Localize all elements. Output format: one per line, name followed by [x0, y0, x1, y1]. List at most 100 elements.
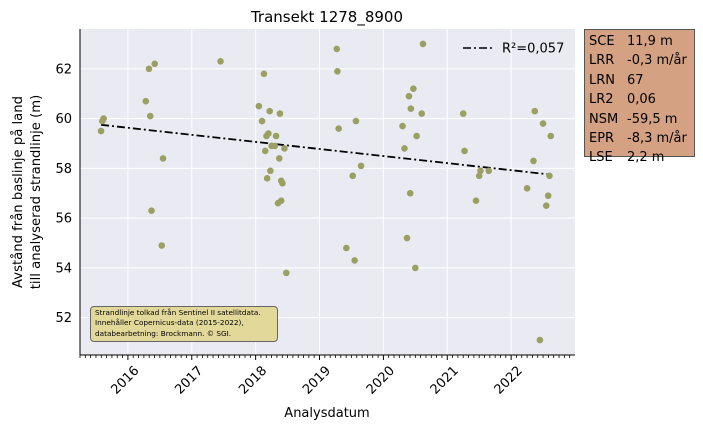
data-point [523, 184, 531, 192]
data-point [477, 167, 484, 175]
stat-row-lrr: LRR -0,3 m/år [589, 51, 690, 70]
data-point [265, 130, 272, 137]
data-point [542, 202, 550, 209]
stat-key: LRN [589, 72, 615, 88]
stat-row-lr2: LR2 0,06 [589, 90, 690, 109]
data-point [407, 105, 415, 112]
data-point [158, 242, 166, 249]
stat-value: -59,5 m [627, 111, 678, 127]
trend-line [100, 123, 551, 176]
x-tick-label: 2019 [300, 364, 334, 398]
y-tick-label: 54 [55, 261, 72, 276]
x-tick-label: 2017 [172, 364, 206, 398]
data-points [97, 40, 555, 344]
data-point [399, 122, 406, 130]
stat-value: 0,06 [627, 92, 656, 108]
y-axis-label-line2: till analyserad strandlinje (m) [29, 95, 44, 289]
stat-value: -0,3 m/år [627, 53, 687, 69]
stat-key: SCE [589, 34, 615, 49]
data-point [547, 132, 555, 140]
data-point [351, 257, 358, 264]
data-point [267, 167, 274, 175]
data-source-line: Innehåller Copernicus-data (2015-2022), [95, 318, 244, 328]
data-point [343, 244, 350, 252]
data-point [401, 145, 408, 152]
y-tick-label: 60 [55, 112, 72, 127]
data-point [159, 155, 167, 162]
data-point [405, 92, 413, 100]
statistics-box: SCE 11,9 m LRR -0,3 m/år LRN 67 LR2 0,06 NSM… [584, 29, 695, 165]
data-point [546, 172, 553, 180]
legend-label: R²=0,057 [502, 42, 564, 57]
y-tick-label: 62 [55, 62, 72, 77]
data-point [531, 107, 539, 115]
x-tick-label: 2021 [428, 364, 462, 398]
data-source-line: Strandlinje tolkad från Sentinel II sate… [95, 308, 261, 317]
data-point [255, 102, 263, 110]
y-axis-label-line1: Avstånd från baslinje på land [9, 96, 26, 288]
data-point [275, 155, 283, 162]
plot-area [80, 29, 575, 355]
trend-line-layer [100, 123, 551, 176]
stat-key: LRR [589, 53, 615, 69]
x-tick-label: 2020 [364, 364, 398, 398]
legend: R²=0,057 [463, 42, 564, 57]
data-point [412, 264, 419, 272]
data-point [142, 97, 150, 105]
data-point [283, 269, 290, 277]
data-point [334, 68, 341, 75]
data-point [419, 40, 427, 48]
data-point [148, 207, 155, 214]
data-point [530, 157, 537, 165]
y-tick-label: 58 [55, 162, 72, 177]
chart-title: Transekt 1278_8900 [250, 8, 403, 27]
stat-key: NSM [589, 111, 619, 127]
stat-row-lse: LSE 2,2 m [589, 148, 690, 167]
x-tick-label: 2018 [236, 364, 270, 398]
data-point [151, 60, 159, 68]
stat-value: 11,9 m [627, 34, 673, 49]
data-point [539, 120, 547, 127]
stat-key: LR2 [589, 92, 614, 108]
data-point [272, 132, 280, 140]
data-point [406, 189, 414, 197]
data-point [333, 45, 341, 53]
data-point [472, 197, 480, 205]
stat-key: EPR [589, 131, 615, 147]
data-point [485, 167, 493, 175]
data-point [263, 175, 271, 182]
stat-key: LSE [589, 150, 613, 166]
data-point [266, 107, 273, 115]
data-point [100, 115, 107, 122]
data-point [475, 172, 483, 180]
stat-value: 2,2 m [627, 150, 665, 166]
data-point [277, 197, 285, 205]
y-tick-label: 52 [55, 311, 72, 326]
stat-value: 67 [627, 72, 644, 88]
data-point [352, 117, 360, 125]
data-point [281, 145, 288, 152]
stat-row-epr: EPR -8,3 m/år [589, 129, 690, 148]
data-point [403, 234, 411, 242]
data-source-line: databearbetning: Brockmann. © SGI. [95, 328, 232, 338]
data-point [335, 125, 342, 132]
data-point [145, 65, 153, 73]
data-point [410, 85, 417, 93]
grid-lines [80, 29, 575, 355]
x-axis-label: Analysdatum [284, 406, 369, 421]
data-point [349, 172, 357, 180]
data-point [413, 132, 420, 140]
data-point [217, 58, 224, 65]
data-point [418, 110, 426, 117]
data-source-note: Strandlinje tolkad från Sentinel II sate… [90, 306, 278, 342]
stat-value: -8,3 m/år [627, 131, 687, 147]
y-tick-label: 56 [55, 212, 72, 227]
data-point [258, 117, 266, 125]
x-tick-label: 2016 [108, 364, 142, 398]
stat-row-sce: SCE 11,9 m [589, 32, 690, 51]
data-point [271, 142, 279, 150]
data-point [97, 127, 105, 135]
data-point [461, 147, 468, 155]
